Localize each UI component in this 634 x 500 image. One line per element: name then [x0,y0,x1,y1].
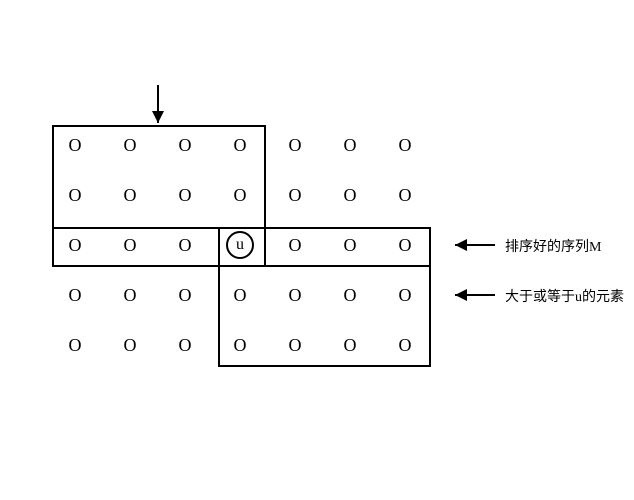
grid-cell: O [69,186,82,204]
grid-cell: O [124,286,137,304]
grid-cell: O [289,186,302,204]
grid-cell: O [179,236,192,254]
grid-cell: O [124,186,137,204]
diagram-stage: O O O O O O O O O O O O O O O O Ou O O O O O O O O O O O O O O O O O 排序好的… [0,0,634,500]
grid-cell: O [124,336,137,354]
grid-cell: O [234,286,247,304]
grid-cell: O [399,136,412,154]
grid-cell: O [179,286,192,304]
grid-cell: O [344,136,357,154]
grid-cell: O [69,336,82,354]
grid-cell: O [399,236,412,254]
grid-cell: O [344,236,357,254]
grid-cell: O [289,236,302,254]
grid-cell: O [289,286,302,304]
grid-cell: O [289,336,302,354]
grid-cell: O [124,136,137,154]
grid-cell: O [399,286,412,304]
grid-cell: O [69,136,82,154]
grid-cell: O [69,286,82,304]
grid-cell: O [124,236,137,254]
grid-cell: O [179,186,192,204]
grid-cell: O [289,136,302,154]
grid-cell: O [234,136,247,154]
grid-cell: O [399,336,412,354]
grid-cell: O [234,186,247,204]
grid-cell-u: u [226,231,254,259]
grid-cell: O [179,136,192,154]
grid-cell: O [344,336,357,354]
grid-cell: O [234,336,247,354]
label-sorted-sequence: 排序好的序列M [505,236,601,256]
grid-cell: O [69,236,82,254]
grid-cell: O [399,186,412,204]
grid-cell: O [344,186,357,204]
grid-cell: O [344,286,357,304]
label-greater-equal: 大于或等于u的元素 [505,286,624,306]
grid-cell: O [179,336,192,354]
